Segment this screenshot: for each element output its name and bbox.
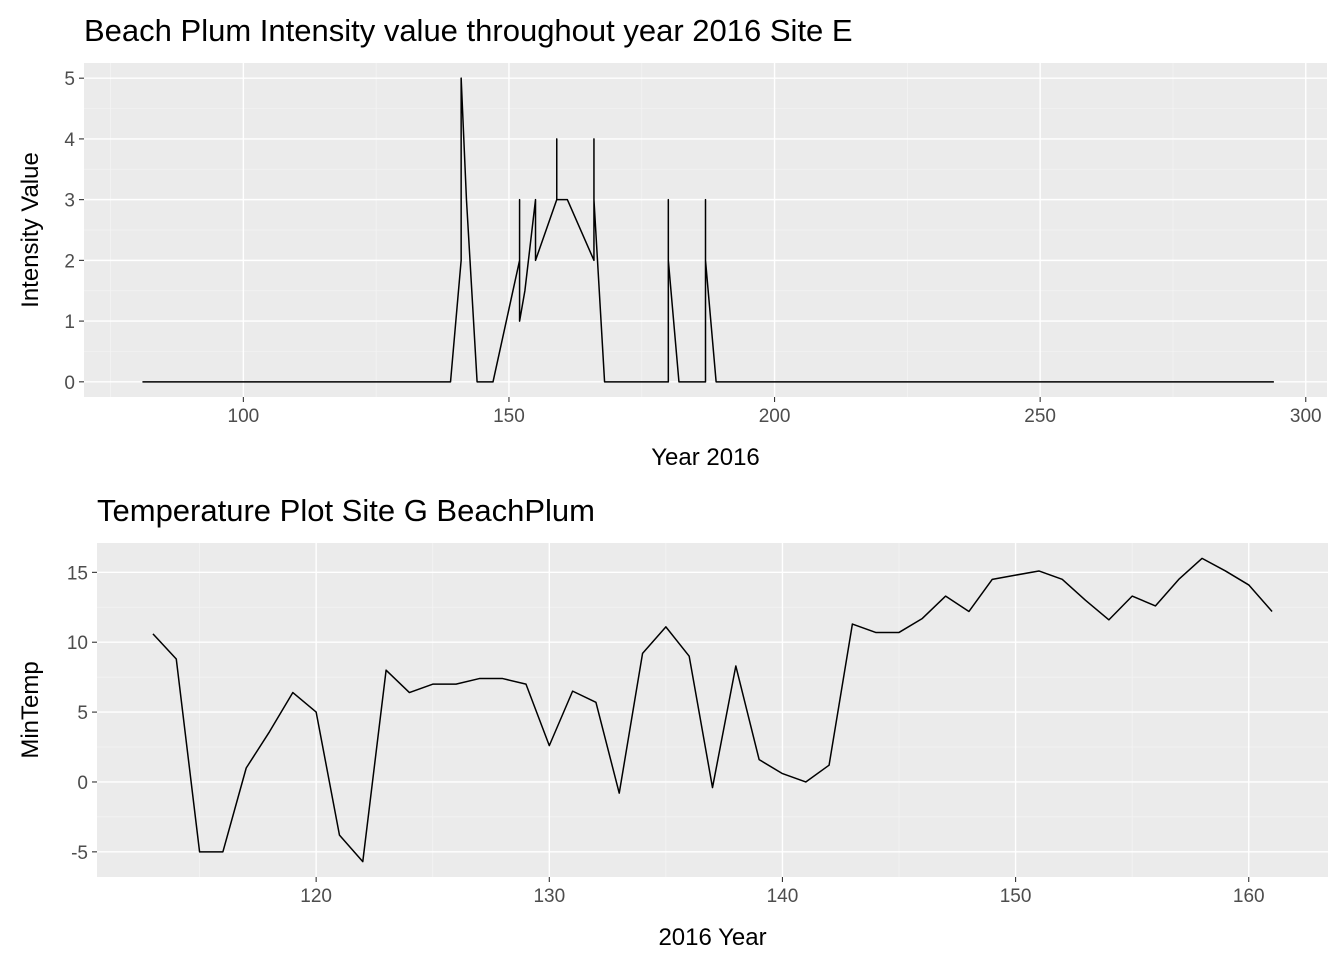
series-line bbox=[152, 557, 1273, 863]
y-axis-title: Intensity Value bbox=[17, 152, 44, 308]
x-tick-label: 120 bbox=[300, 886, 332, 907]
y-axis-title: MinTemp bbox=[17, 661, 44, 758]
series-line bbox=[142, 77, 1274, 383]
x-tick-label: 150 bbox=[493, 406, 525, 427]
x-tick-label: 140 bbox=[767, 886, 799, 907]
x-axis-title: Year 2016 bbox=[651, 444, 760, 471]
y-tick-label: 5 bbox=[64, 69, 75, 90]
x-tick-label: 130 bbox=[533, 886, 565, 907]
chart-2: 120 130 140 150 160 -5 0 5 10 15 Temperature Plot … bbox=[17, 493, 1328, 951]
y-tick-label: 15 bbox=[67, 563, 88, 584]
y-tick-label: 0 bbox=[64, 373, 75, 394]
chart-title: Temperature Plot Site G BeachPlum bbox=[97, 493, 595, 528]
chart-1: 100 150 200 250 300 0 1 2 3 4 5 Beach Plum Intensit… bbox=[17, 13, 1327, 471]
y-tick-label: 3 bbox=[64, 191, 75, 212]
y-tick-label: 1 bbox=[64, 312, 75, 333]
x-tick-label: 200 bbox=[759, 406, 791, 427]
x-tick-label: 250 bbox=[1024, 406, 1056, 427]
x-tick-label: 300 bbox=[1290, 406, 1322, 427]
x-tick-label: 100 bbox=[228, 406, 260, 427]
y-tick-label: -5 bbox=[71, 843, 88, 864]
y-tick-label: 5 bbox=[77, 703, 88, 724]
y-tick-label: 0 bbox=[77, 773, 88, 794]
x-tick-label: 150 bbox=[1000, 886, 1032, 907]
plot-panel bbox=[97, 543, 1328, 877]
y-tick-label: 10 bbox=[67, 633, 88, 654]
x-tick-label: 160 bbox=[1233, 886, 1265, 907]
x-axis-title: 2016 Year bbox=[658, 924, 766, 951]
y-tick-label: 2 bbox=[64, 251, 75, 272]
y-tick-label: 4 bbox=[64, 130, 75, 151]
chart-title: Beach Plum Intensity value throughout ye… bbox=[84, 13, 853, 48]
